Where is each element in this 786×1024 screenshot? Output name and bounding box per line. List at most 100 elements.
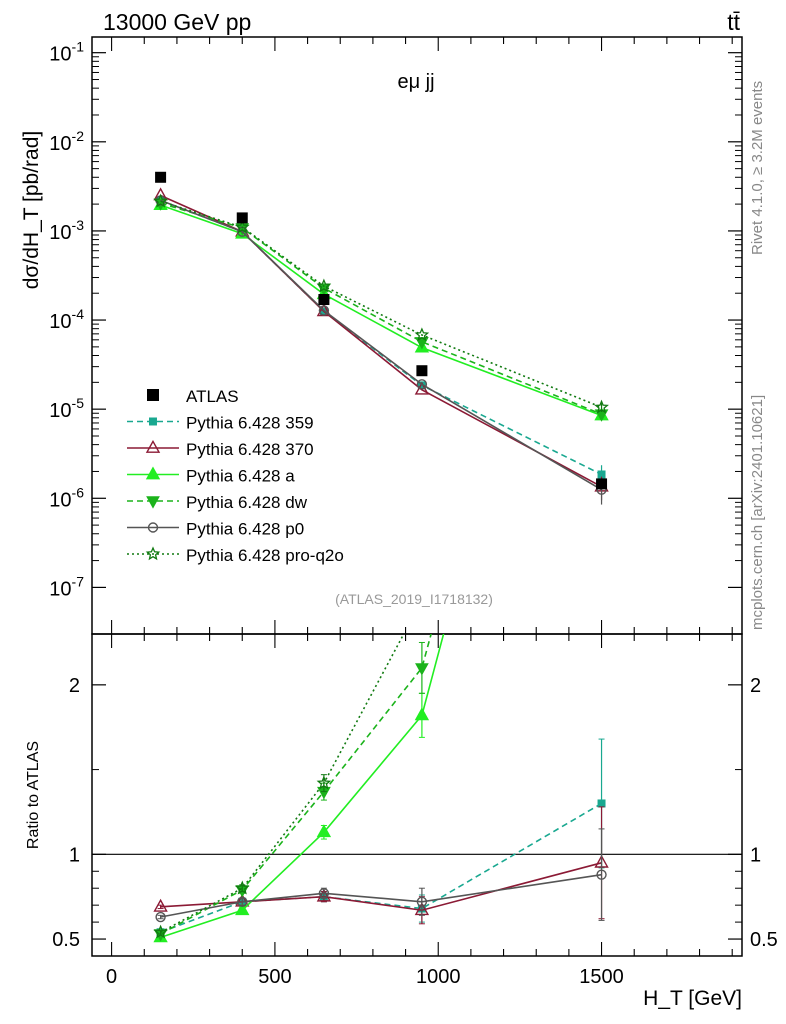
series-line	[160, 204, 602, 417]
main-y-tick-label: 10-5	[49, 395, 84, 422]
tick-exponent: -1	[72, 39, 85, 55]
mcplots-label: mcplots.cern.ch [arXiv:2401.10621]	[749, 395, 766, 630]
marker-star	[234, 880, 250, 895]
legend-label: Pythia 6.428 359	[186, 414, 314, 433]
analysis-id: (ATLAS_2019_I1718132)	[335, 591, 493, 607]
marker-triangle	[316, 824, 332, 838]
marker-triangle	[414, 381, 430, 395]
marker-star	[234, 219, 250, 234]
main-y-axis: 10-710-610-510-410-310-210-1	[49, 39, 742, 600]
atlas-point	[318, 294, 330, 306]
tick-base: 10	[49, 578, 71, 600]
legend-entry: Pythia 6.428 370	[127, 439, 314, 459]
main-y-tick-label: 10-4	[49, 306, 84, 333]
marker-circle	[596, 869, 607, 880]
marker-circle	[155, 911, 166, 923]
marker-circle	[416, 379, 428, 390]
ratio-y-tick-label: 2	[69, 675, 80, 697]
legend-label: Pythia 6.428 pro-q2o	[186, 546, 344, 565]
energy-label: 13000 GeV pp	[103, 9, 251, 35]
marker-circle	[147, 522, 159, 533]
ratio-line	[160, 862, 602, 912]
atlas-point	[596, 478, 608, 490]
legend-marker-atlas	[147, 389, 159, 401]
ratio-y-title: Ratio to ATLAS	[25, 741, 42, 849]
tick-base: 10	[49, 400, 71, 422]
ratio-y-tick-label: 0.5	[52, 929, 80, 951]
main-y-title: dσ/dH_T [pb/rad]	[20, 131, 43, 290]
atlas-point	[416, 365, 428, 377]
legend-entry: Pythia 6.428 a	[127, 466, 295, 486]
series-line	[160, 199, 602, 491]
ratio-line	[160, 634, 445, 939]
marker-triangle-down	[146, 496, 160, 509]
ratio-y-tick-label-right: 1	[750, 844, 761, 866]
main-y-title-text: dσ/dH_T [pb/rad]	[20, 131, 43, 290]
main-y-tick-label: 10-2	[49, 128, 84, 155]
main-series-pythia-6-428-pro-q2o	[153, 193, 609, 414]
ratio-series-group	[153, 3, 609, 943]
tick-exponent: -6	[72, 484, 85, 500]
ratio-series-pythia-6-428-p0	[155, 828, 607, 923]
legend-label: Pythia 6.428 a	[186, 467, 295, 486]
legend-entry: Pythia 6.428 pro-q2o	[127, 546, 344, 565]
marker-star	[153, 924, 168, 939]
main-y-tick-label: 10-7	[49, 573, 84, 600]
main-series-group	[153, 171, 609, 505]
tick-exponent: -3	[72, 217, 85, 233]
tick-exponent: -7	[72, 573, 85, 589]
tick-base: 10	[49, 222, 71, 244]
marker-star	[316, 278, 332, 293]
ratio-panel-frame	[91, 633, 743, 957]
marker-triangle	[145, 466, 161, 480]
marker-triangle-down	[596, 3, 608, 14]
marker-triangle	[235, 902, 250, 916]
marker-triangle	[145, 439, 161, 453]
atlas-point	[155, 171, 167, 183]
legend: ATLAS Pythia 6.428 359 Pythia 6.428 370 Pyt…	[127, 387, 344, 565]
marker-circle	[416, 896, 428, 907]
plot-title: eμ jj	[397, 71, 434, 93]
marker-star	[316, 775, 332, 790]
rivet-label: Rivet 4.1.0, ≥ 3.2M events	[749, 81, 766, 255]
x-tick-label: 0	[106, 966, 117, 988]
ratio-line	[160, 802, 602, 934]
tick-base: 10	[49, 311, 71, 333]
marker-triangle	[153, 898, 168, 912]
legend-label: Pythia 6.428 p0	[186, 520, 304, 539]
marker-triangle	[414, 707, 430, 721]
series-line	[160, 200, 602, 409]
main-panel-frame	[91, 36, 743, 635]
x-tick-label: 1500	[579, 966, 624, 988]
tick-exponent: -5	[72, 395, 85, 411]
process-label: tt̄	[727, 9, 740, 35]
marker-triangle-down	[415, 663, 429, 676]
legend-entry: Pythia 6.428 dw	[127, 493, 308, 512]
tick-base: 10	[49, 133, 71, 155]
legend-entry: ATLAS	[147, 387, 239, 406]
ratio-y-tick-label: 1	[69, 844, 80, 866]
tick-exponent: -2	[72, 128, 85, 144]
legend-entry: Pythia 6.428 359	[127, 414, 314, 433]
marker-star	[594, 399, 609, 414]
x-axis-title: H_T [GeV]	[643, 987, 742, 1010]
x-axis: 0 500 1000 1500	[106, 37, 733, 988]
marker-star	[414, 327, 430, 342]
tick-base: 10	[49, 44, 71, 66]
tick-exponent: -4	[72, 306, 85, 322]
marker-square	[417, 381, 426, 390]
main-y-tick-label: 10-6	[49, 484, 84, 511]
tick-base: 10	[49, 489, 71, 511]
ratio-y-tick-label-right: 0.5	[750, 929, 778, 951]
marker-circle	[318, 888, 330, 899]
marker-triangle	[316, 888, 332, 902]
marker-star	[153, 193, 168, 208]
ratio-series-pythia-6-428-359	[156, 738, 606, 937]
atlas-data-points	[155, 171, 608, 490]
marker-circle	[318, 305, 330, 316]
x-tick-label: 500	[258, 966, 291, 988]
main-y-tick-label: 10-1	[49, 39, 84, 66]
marker-square	[597, 470, 606, 479]
marker-square	[597, 799, 606, 808]
